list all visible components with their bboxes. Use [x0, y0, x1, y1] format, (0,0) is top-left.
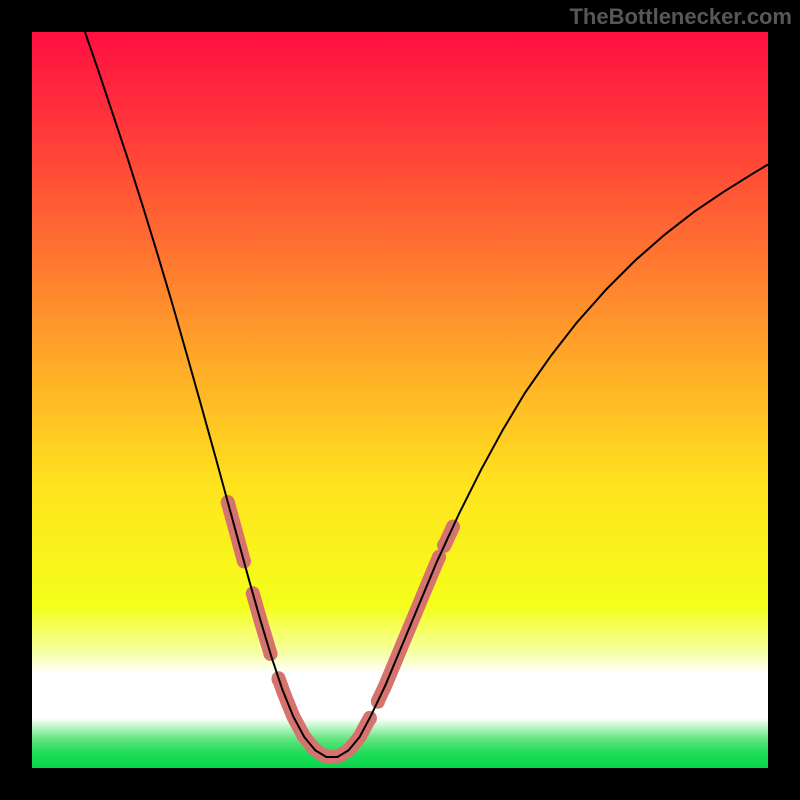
watermark-text: TheBottlenecker.com: [569, 4, 792, 30]
plot-frame: [32, 32, 768, 768]
plot-svg: [32, 32, 768, 768]
